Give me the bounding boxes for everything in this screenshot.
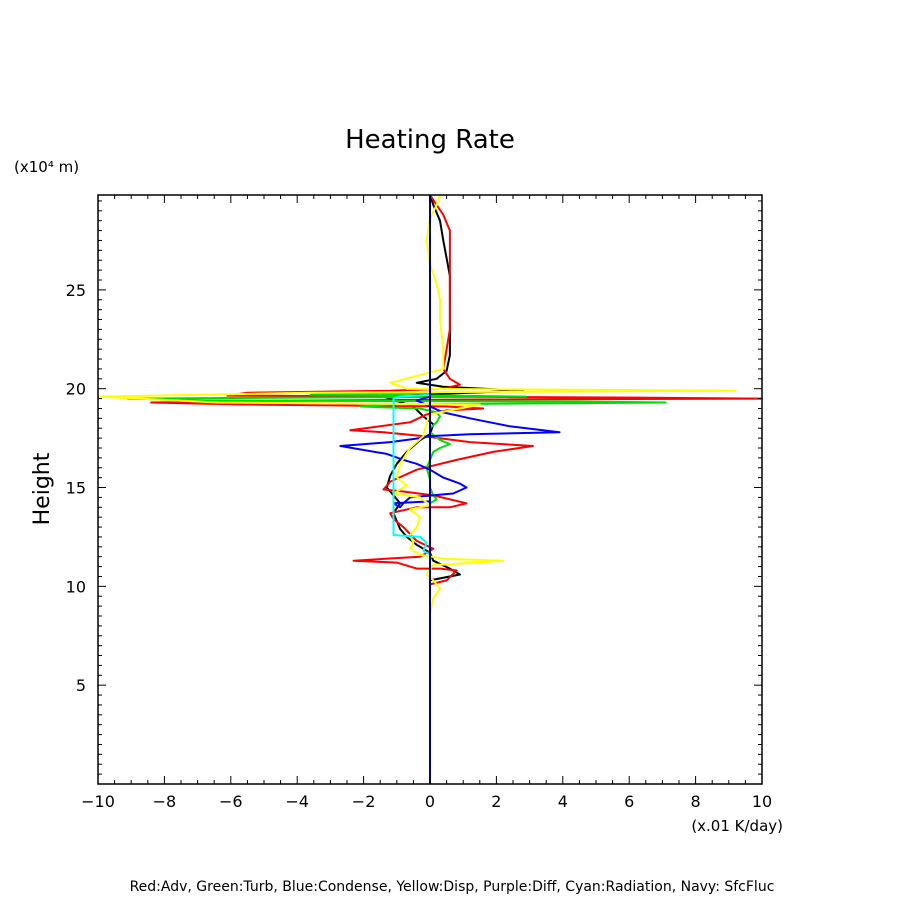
plot-frame — [97, 194, 763, 785]
x-tick-label: 2 — [491, 792, 501, 811]
series-line-5 — [392, 393, 431, 556]
x-tick-label: 4 — [558, 792, 568, 811]
x-tick-label: −6 — [219, 792, 243, 811]
series-line-4 — [97, 194, 737, 615]
chart-title: Heating Rate — [345, 125, 515, 155]
legend-caption: Red:Adv, Green:Turb, Blue:Condense, Yell… — [130, 879, 775, 895]
y-tick-label: 10 — [66, 577, 86, 596]
y-axis-unit: (x10⁴ m) — [14, 158, 79, 176]
y-tick-label: 5 — [76, 676, 86, 695]
tick-label-layer: −10 −8 −6 −4 −2 0 2 4 6 8 10 5 10 15 20 25 — [66, 281, 773, 811]
series-line-3 — [339, 395, 561, 509]
y-axis-label: Height — [30, 452, 55, 525]
x-tick-label: −4 — [285, 792, 309, 811]
y-tick-label: 15 — [66, 479, 86, 498]
x-tick-label: 10 — [752, 792, 772, 811]
x-tick-label: 6 — [624, 792, 634, 811]
x-tick-label: 8 — [691, 792, 701, 811]
x-axis-unit: (x.01 K/day) — [691, 817, 783, 835]
series-layer — [97, 194, 763, 784]
y-tick-label: 20 — [66, 380, 86, 399]
series-line-2 — [126, 391, 667, 505]
x-tick-label: −2 — [352, 792, 376, 811]
x-tick-label: 0 — [425, 792, 435, 811]
x-tick-label: −8 — [153, 792, 177, 811]
y-tick-label: 25 — [66, 281, 86, 300]
x-tick-label: −10 — [81, 792, 115, 811]
series-line-1 — [150, 194, 763, 586]
